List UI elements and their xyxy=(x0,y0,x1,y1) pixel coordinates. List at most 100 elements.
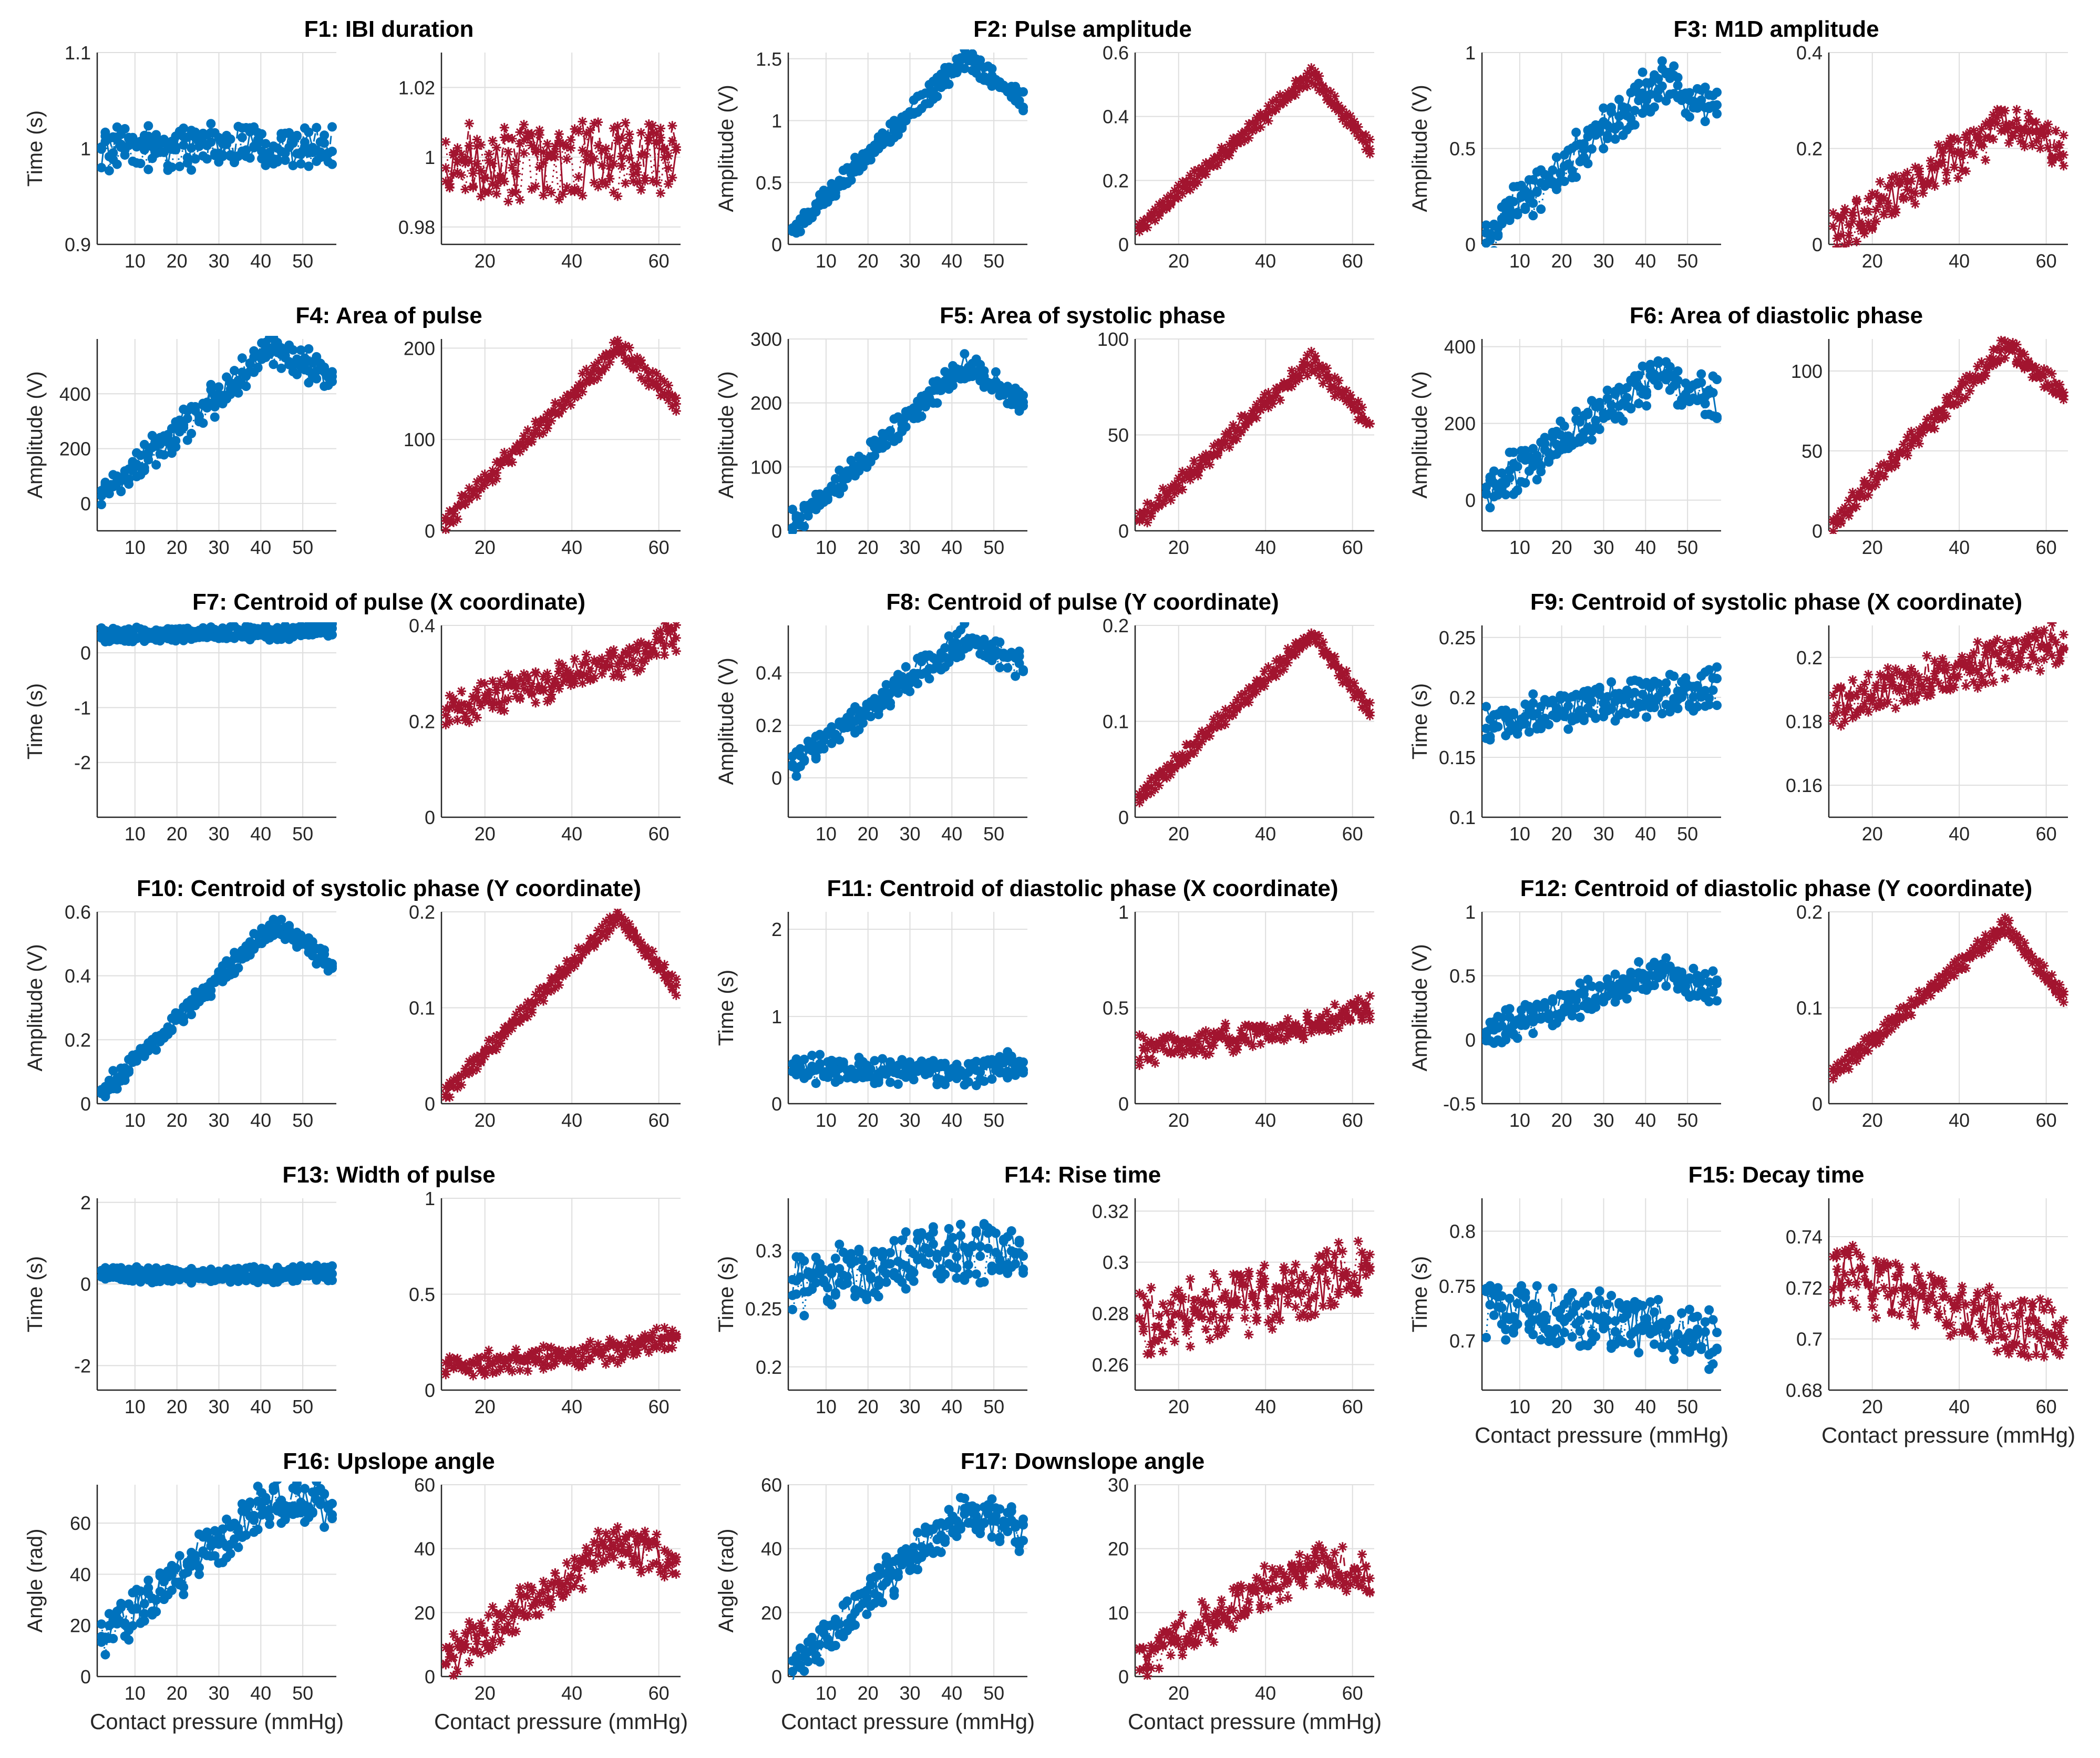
data-point xyxy=(1505,1004,1515,1014)
data-point xyxy=(452,715,462,725)
data-point xyxy=(1551,152,1561,162)
data-point xyxy=(878,701,888,711)
data-point xyxy=(640,646,650,656)
data-point xyxy=(628,661,638,671)
data-point xyxy=(1871,1039,1881,1048)
data-point xyxy=(671,406,681,416)
data-point xyxy=(1669,61,1679,71)
data-point xyxy=(671,990,681,1000)
data-point xyxy=(1185,178,1195,188)
data-point xyxy=(527,437,537,447)
data-point xyxy=(1528,461,1538,471)
data-point xyxy=(441,1083,451,1093)
x-tick-label: 50 xyxy=(983,537,1004,558)
data-point xyxy=(1851,707,1861,717)
data-point xyxy=(621,916,631,926)
data-point xyxy=(624,343,634,353)
data-point xyxy=(2051,142,2061,152)
data-point xyxy=(1146,499,1156,509)
data-point xyxy=(1949,957,1959,967)
data-point xyxy=(1162,203,1172,213)
data-point xyxy=(807,746,817,756)
data-point xyxy=(476,474,486,484)
data-point xyxy=(496,1030,506,1040)
data-point xyxy=(1563,160,1573,170)
data-point xyxy=(1170,186,1180,196)
data-point xyxy=(632,353,642,363)
x-tick-label: 10 xyxy=(1509,823,1530,845)
data-point xyxy=(1871,479,1881,489)
data-point xyxy=(663,979,673,988)
y-tick-label: 0.2 xyxy=(1796,647,1823,669)
data-point xyxy=(1879,472,1889,482)
data-point xyxy=(2004,339,2014,349)
data-point xyxy=(952,1074,962,1084)
data-point xyxy=(578,944,588,954)
data-point xyxy=(1209,723,1219,733)
data-point xyxy=(167,424,177,434)
data-point xyxy=(671,974,681,984)
data-point xyxy=(2015,653,2025,663)
data-point xyxy=(1992,357,2002,367)
data-point xyxy=(2004,647,2014,657)
data-point xyxy=(2000,106,2010,116)
data-point xyxy=(1334,1023,1344,1033)
data-point xyxy=(97,486,106,496)
data-point xyxy=(1232,133,1242,143)
y-tick-label: 0.4 xyxy=(1796,42,1823,64)
data-point xyxy=(182,132,192,142)
x-tick-label: 60 xyxy=(648,537,670,558)
data-point xyxy=(1844,1064,1854,1074)
data-point xyxy=(1832,233,1842,243)
data-point xyxy=(1512,181,1522,191)
data-point xyxy=(636,128,646,138)
data-point xyxy=(1559,706,1569,716)
data-point xyxy=(2051,153,2061,163)
y-axis-label: Time (s) xyxy=(24,1256,47,1332)
data-point xyxy=(2035,373,2045,383)
data-point xyxy=(632,640,642,650)
data-point xyxy=(830,731,840,741)
data-point xyxy=(1267,107,1277,117)
data-point xyxy=(624,153,634,163)
data-point xyxy=(838,482,848,492)
x-tick-label: 50 xyxy=(292,250,313,272)
data-point xyxy=(621,178,631,188)
data-point xyxy=(519,669,529,679)
series-group xyxy=(1829,336,2068,534)
y-tick-label: 100 xyxy=(1097,328,1129,350)
data-point xyxy=(932,398,942,408)
data-point xyxy=(621,118,631,128)
data-point xyxy=(136,450,146,460)
y-tick-label: 1 xyxy=(1465,901,1476,923)
data-point xyxy=(1891,1012,1901,1022)
data-point xyxy=(1961,132,1971,142)
data-point xyxy=(1953,146,1963,156)
data-point xyxy=(1291,90,1301,100)
data-point xyxy=(1871,683,1881,693)
data-point xyxy=(975,55,985,65)
data-point xyxy=(605,351,615,361)
data-point xyxy=(1867,482,1877,492)
data-point xyxy=(909,676,919,686)
data-point xyxy=(1314,1019,1324,1029)
data-point xyxy=(320,130,330,140)
data-point xyxy=(179,423,189,433)
data-point xyxy=(628,644,638,654)
data-point xyxy=(1556,168,1566,178)
data-point xyxy=(1302,81,1312,91)
series-group xyxy=(97,1260,337,1288)
data-point xyxy=(1353,122,1363,132)
data-point xyxy=(644,368,654,378)
data-point xyxy=(1856,704,1866,714)
data-point xyxy=(1957,376,1967,386)
data-point xyxy=(542,409,552,419)
data-point xyxy=(609,350,619,360)
data-point xyxy=(1696,369,1706,379)
data-point xyxy=(1996,917,2006,927)
data-point xyxy=(1501,1035,1511,1045)
data-point xyxy=(550,973,560,983)
data-point xyxy=(1638,680,1648,690)
